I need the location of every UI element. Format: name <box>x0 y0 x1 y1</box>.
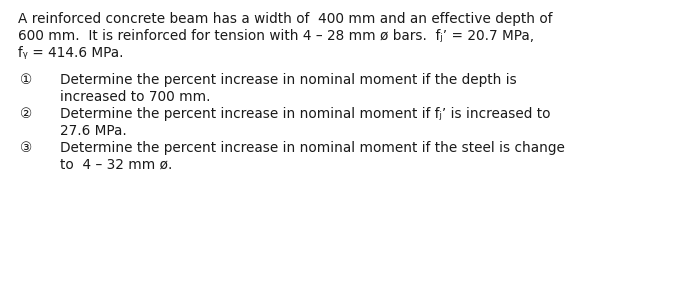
Text: to  4 – 32 mm ø.: to 4 – 32 mm ø. <box>60 158 173 172</box>
Text: Determine the percent increase in nominal moment if fⱼ’ is increased to: Determine the percent increase in nomina… <box>60 107 551 121</box>
Text: ①: ① <box>20 73 32 87</box>
Text: 600 mm.  It is reinforced for tension with 4 – 28 mm ø bars.  fⱼ’ = 20.7 MPa,: 600 mm. It is reinforced for tension wit… <box>18 29 534 43</box>
Text: ③: ③ <box>20 141 32 155</box>
Text: Determine the percent increase in nominal moment if the depth is: Determine the percent increase in nomina… <box>60 73 517 87</box>
Text: ②: ② <box>20 107 32 121</box>
Text: increased to 700 mm.: increased to 700 mm. <box>60 90 210 104</box>
Text: A reinforced concrete beam has a width of  400 mm and an effective depth of: A reinforced concrete beam has a width o… <box>18 12 553 26</box>
Text: fᵧ = 414.6 MPa.: fᵧ = 414.6 MPa. <box>18 46 123 60</box>
Text: 27.6 MPa.: 27.6 MPa. <box>60 124 127 138</box>
Text: Determine the percent increase in nominal moment if the steel is change: Determine the percent increase in nomina… <box>60 141 565 155</box>
